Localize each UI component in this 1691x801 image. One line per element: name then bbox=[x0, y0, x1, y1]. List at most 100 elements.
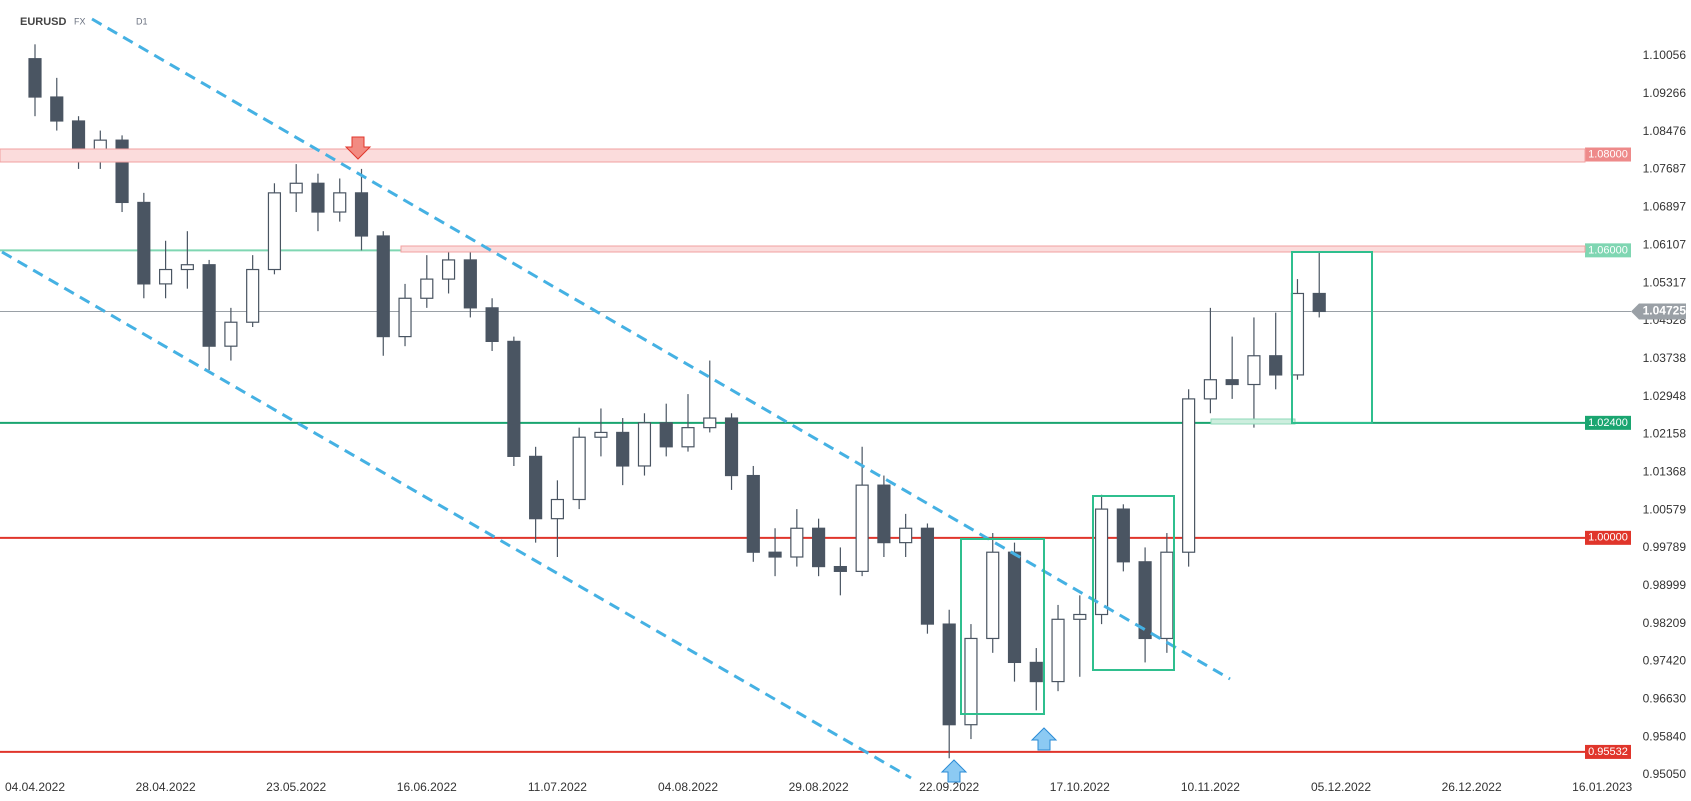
candle-body bbox=[812, 527, 826, 568]
y-tick-label: 1.01368 bbox=[1643, 464, 1687, 478]
pattern-box bbox=[960, 538, 1045, 715]
candle-body bbox=[354, 192, 369, 237]
candle-body bbox=[1290, 292, 1305, 376]
candle-body bbox=[1225, 379, 1239, 386]
x-tick-label: 17.10.2022 bbox=[1050, 780, 1110, 794]
candle-body bbox=[115, 139, 129, 204]
candle-body bbox=[1182, 398, 1196, 553]
y-tick-label: 0.95840 bbox=[1643, 729, 1687, 743]
x-tick-label: 22.09.2022 bbox=[919, 780, 979, 794]
pattern-box bbox=[1291, 251, 1373, 424]
resistance-zone bbox=[0, 148, 1586, 163]
candle-body bbox=[159, 268, 173, 285]
candle-body bbox=[333, 192, 347, 213]
level-label: 1.08000 bbox=[1588, 148, 1628, 160]
level-label: 1.02400 bbox=[1588, 417, 1628, 429]
x-tick-label: 05.12.2022 bbox=[1311, 780, 1371, 794]
x-tick-label: 11.07.2022 bbox=[528, 780, 587, 794]
up-arrow bbox=[940, 759, 968, 783]
y-tick-label: 0.97420 bbox=[1643, 654, 1687, 668]
level-label-box bbox=[1585, 744, 1631, 759]
candle-body bbox=[441, 259, 456, 280]
x-tick-label: 23.05.2022 bbox=[266, 780, 326, 794]
y-tick-label: 1.10056 bbox=[1643, 48, 1687, 62]
y-tick-label: 1.03738 bbox=[1643, 351, 1687, 365]
trend-line bbox=[1, 250, 912, 780]
candle-body bbox=[529, 455, 543, 520]
candle-body bbox=[637, 422, 652, 467]
y-tick-label: 1.06107 bbox=[1643, 237, 1687, 251]
y-tick-label: 0.96630 bbox=[1643, 691, 1687, 705]
y-tick-label: 1.09266 bbox=[1643, 86, 1687, 100]
candle-body bbox=[659, 422, 673, 448]
x-tick-label: 16.01.2023 bbox=[1572, 780, 1632, 794]
candle-body bbox=[311, 182, 325, 213]
level-label: 1.00000 bbox=[1588, 532, 1628, 544]
candle-body bbox=[833, 565, 847, 572]
level-label: 1.06000 bbox=[1588, 244, 1628, 256]
symbol: EURUSD bbox=[20, 16, 67, 28]
x-tick-label: 28.04.2022 bbox=[136, 780, 196, 794]
candle-body bbox=[398, 297, 412, 338]
support-zone bbox=[1210, 418, 1296, 425]
candle-body bbox=[507, 340, 521, 457]
y-tick-label: 1.02948 bbox=[1643, 389, 1687, 403]
candle-body bbox=[224, 321, 238, 347]
x-tick-label: 04.04.2022 bbox=[5, 780, 65, 794]
candle-body bbox=[746, 474, 760, 553]
y-tick-label: 1.02158 bbox=[1643, 427, 1687, 441]
up-arrow bbox=[1030, 727, 1058, 751]
candle-body bbox=[920, 527, 935, 625]
candle-body bbox=[899, 527, 913, 544]
candle-body bbox=[594, 431, 608, 438]
candle-body bbox=[1029, 661, 1043, 683]
candle-body bbox=[202, 264, 216, 347]
last-price-box bbox=[1631, 303, 1686, 320]
pattern-box bbox=[1092, 495, 1175, 671]
trend-line bbox=[91, 17, 1231, 681]
candle-body bbox=[420, 278, 434, 299]
candle-body bbox=[1160, 551, 1174, 640]
y-tick-label: 1.07687 bbox=[1643, 162, 1687, 176]
x-tick-label: 04.08.2022 bbox=[658, 780, 718, 794]
candle-body bbox=[1094, 508, 1109, 616]
candle-body bbox=[703, 417, 717, 429]
candle-body bbox=[942, 623, 956, 726]
candle-body bbox=[724, 417, 739, 477]
candle-body bbox=[1247, 355, 1261, 386]
candle-body bbox=[681, 427, 695, 448]
candle-body bbox=[572, 436, 586, 501]
y-tick-label: 0.98999 bbox=[1643, 578, 1687, 592]
y-tick-label: 1.08476 bbox=[1643, 124, 1687, 138]
y-tick-label: 1.00579 bbox=[1643, 502, 1687, 516]
x-tick-label: 26.12.2022 bbox=[1442, 780, 1502, 794]
candle-body bbox=[1269, 355, 1283, 376]
level-label-box bbox=[1585, 415, 1631, 430]
resistance-zone bbox=[400, 245, 1586, 253]
y-tick-label: 0.95050 bbox=[1643, 767, 1687, 781]
candle-body bbox=[28, 58, 42, 98]
x-tick-label: 10.11.2022 bbox=[1181, 780, 1240, 794]
y-tick-label: 0.99789 bbox=[1643, 540, 1687, 554]
candle-body bbox=[267, 192, 282, 271]
candle-body bbox=[986, 551, 1000, 640]
down-arrow bbox=[344, 136, 372, 160]
interval: D1 bbox=[136, 16, 148, 26]
candle-body bbox=[550, 498, 564, 520]
candle-body bbox=[376, 235, 390, 338]
candle-body bbox=[50, 96, 64, 122]
candle-body bbox=[790, 527, 804, 558]
market: FX bbox=[74, 16, 86, 26]
candle-body bbox=[1051, 618, 1065, 683]
candle-body bbox=[485, 307, 499, 342]
layer-annot bbox=[0, 17, 1586, 783]
candle-body bbox=[855, 484, 869, 572]
candle-body bbox=[137, 201, 151, 285]
candle-body bbox=[877, 484, 891, 544]
level-label-box bbox=[1585, 147, 1631, 162]
candle-body bbox=[180, 264, 194, 271]
candle-body bbox=[768, 551, 782, 558]
x-tick-label: 16.06.2022 bbox=[397, 780, 457, 794]
level-label-box bbox=[1585, 530, 1631, 545]
